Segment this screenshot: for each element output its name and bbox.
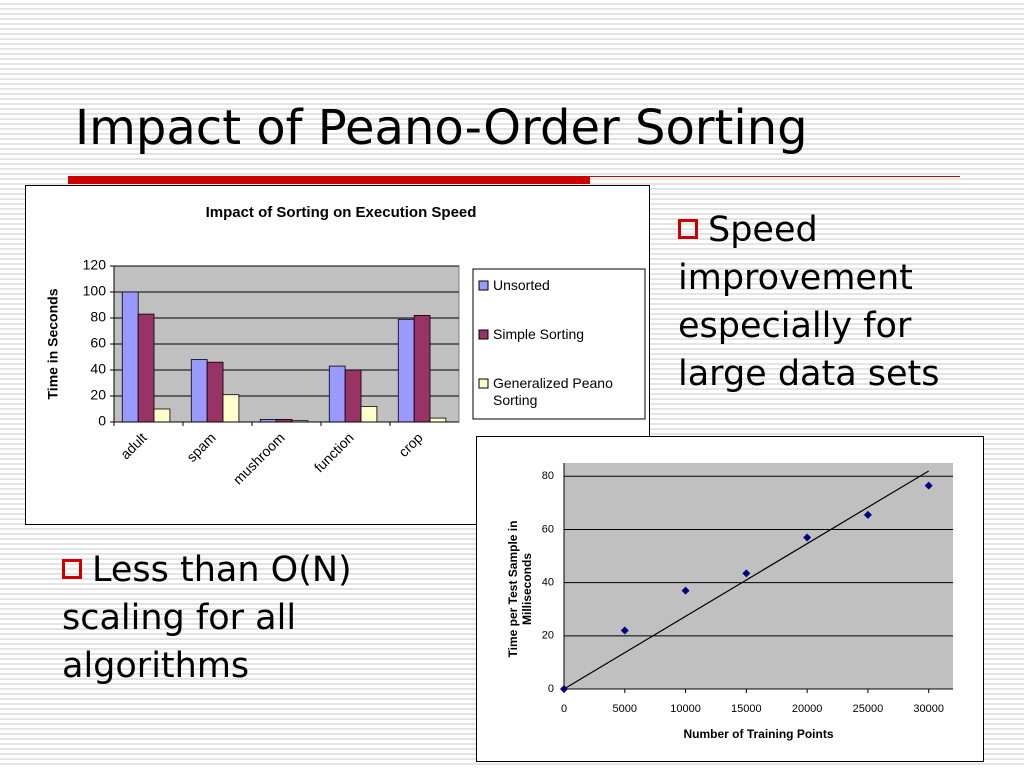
bar bbox=[121, 291, 139, 423]
bar-chart: Impact of Sorting on Execution Speed Time… bbox=[25, 185, 650, 525]
chart-title: Impact of Sorting on Execution Speed bbox=[206, 204, 477, 221]
x-tick-label: adult bbox=[117, 429, 150, 462]
bar bbox=[429, 417, 447, 423]
y-tick-label: 120 bbox=[83, 257, 107, 273]
y-tick-label: 0 bbox=[98, 413, 106, 429]
y-tick-label: 0 bbox=[548, 683, 554, 695]
x-tick-label: 20000 bbox=[792, 703, 823, 715]
plot-area bbox=[564, 463, 953, 689]
title-bar bbox=[68, 176, 590, 184]
y-tick-label: 80 bbox=[542, 470, 554, 482]
bullet-text: Less than O(N) scaling for all algorithm… bbox=[62, 550, 352, 686]
point bbox=[742, 569, 751, 578]
trend-line bbox=[563, 470, 929, 690]
point bbox=[803, 533, 812, 542]
y-tick-label: 20 bbox=[90, 387, 106, 403]
title-rule bbox=[590, 176, 960, 177]
x-axis-label: Number of Training Points bbox=[683, 727, 833, 741]
point bbox=[620, 626, 629, 635]
y-axis-label: Time in Seconds bbox=[45, 288, 61, 399]
y-tick-label: 80 bbox=[90, 309, 106, 325]
x-tick-label: 30000 bbox=[913, 703, 944, 715]
x-tick-label: crop bbox=[395, 429, 426, 460]
y-tick-label: 60 bbox=[90, 335, 106, 351]
bar bbox=[222, 394, 240, 423]
y-tick-label: 40 bbox=[90, 361, 106, 377]
bar bbox=[190, 359, 208, 423]
legend-entry: Generalized Peano Sorting bbox=[493, 375, 613, 408]
point bbox=[924, 481, 933, 490]
y-tick-label: 40 bbox=[542, 577, 554, 589]
point bbox=[863, 510, 872, 519]
point bbox=[681, 586, 690, 595]
x-tick-label: 0 bbox=[561, 703, 567, 715]
y-tick-label: 60 bbox=[542, 523, 554, 535]
legend-swatch bbox=[478, 280, 489, 291]
bullet-text: Speed improvement especially for large d… bbox=[678, 210, 940, 394]
bar bbox=[328, 365, 346, 423]
bar bbox=[360, 405, 378, 423]
bullet-square bbox=[678, 219, 698, 239]
bar bbox=[137, 313, 155, 423]
x-tick-label: 5000 bbox=[613, 703, 637, 715]
x-tick-label: function bbox=[311, 429, 357, 475]
legend-label: Simple Sorting bbox=[493, 326, 585, 342]
slide-title: Impact of Peano-Order Sorting bbox=[75, 100, 808, 156]
bar bbox=[206, 361, 224, 423]
bullet-square bbox=[62, 559, 82, 579]
bar bbox=[344, 369, 362, 423]
x-tick-label: 15000 bbox=[731, 703, 762, 715]
scatter-chart: 0 20 40 60 80 0 5000 10000 15000 20000 25000 30000 N… bbox=[476, 436, 984, 762]
legend bbox=[472, 268, 646, 420]
legend-entry: Unsorted bbox=[493, 277, 550, 293]
bar bbox=[153, 408, 171, 423]
x-tick-label: 25000 bbox=[853, 703, 884, 715]
x-tick-label: 10000 bbox=[670, 703, 701, 715]
chart: Impact of Sorting on Execution Speed Time… bbox=[45, 204, 646, 488]
y-tick-label: 20 bbox=[542, 630, 554, 642]
legend-swatch bbox=[478, 378, 489, 389]
bullet: Speed improvement especially for large d… bbox=[678, 206, 988, 398]
bar bbox=[413, 314, 431, 423]
y-tick-label: 100 bbox=[83, 283, 107, 299]
chart: 0 20 40 60 80 0 5000 10000 15000 20000 25000 30000 N… bbox=[542, 463, 953, 741]
bar bbox=[397, 318, 415, 423]
legend-label: Generalized Peano Sorting bbox=[493, 375, 613, 408]
y-axis-label: Time per Test Sample in Milliseconds bbox=[506, 520, 534, 658]
legend-swatch bbox=[478, 329, 489, 340]
legend-entry: Simple Sorting bbox=[493, 326, 585, 342]
x-tick-label: mushroom bbox=[230, 429, 288, 487]
point bbox=[560, 685, 568, 693]
legend-label: Unsorted bbox=[493, 277, 550, 293]
bullet: Less than O(N) scaling for all algorithm… bbox=[62, 546, 442, 690]
x-tick-label: spam bbox=[183, 429, 219, 465]
